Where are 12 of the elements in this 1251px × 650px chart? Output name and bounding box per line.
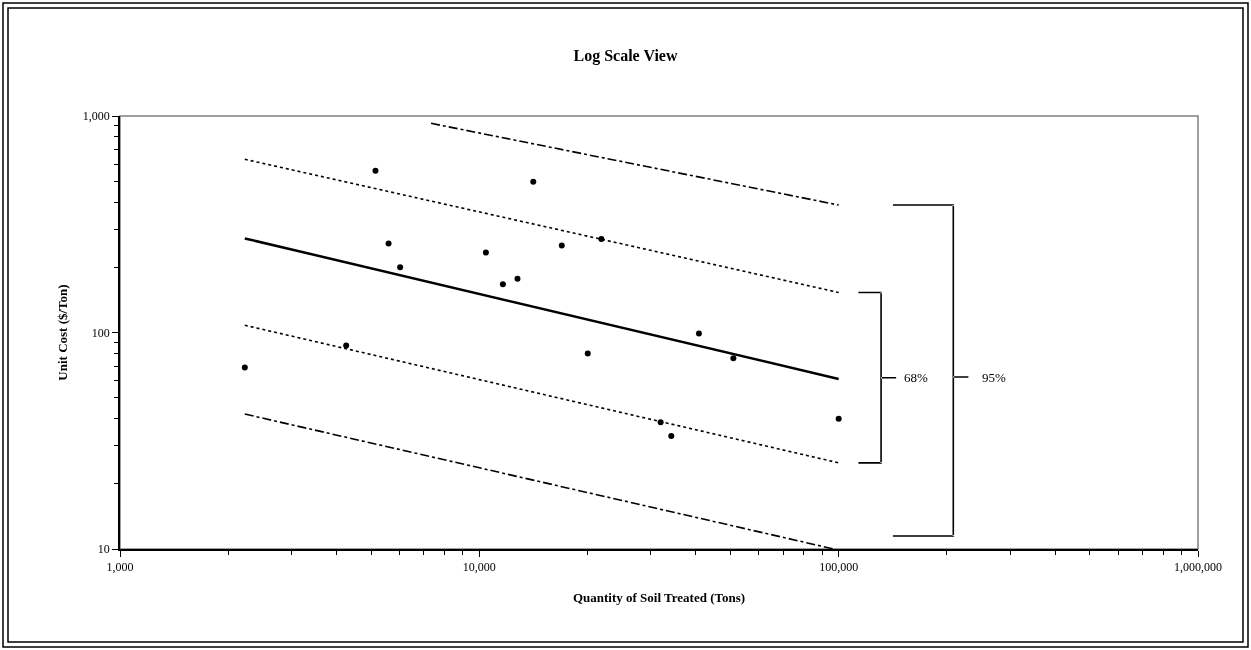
- chart-title: Log Scale View: [573, 46, 678, 65]
- annotation: 95%: [982, 370, 1006, 385]
- annotation: 68%: [904, 370, 928, 385]
- y-tick-label: 10: [97, 542, 110, 557]
- y-tick-label: 1,000: [82, 109, 110, 124]
- y-tick-label: 100: [91, 325, 110, 340]
- y-axis-title: Unit Cost ($/Ton): [55, 284, 71, 381]
- x-tick-label: 100,000: [819, 560, 859, 575]
- x-tick-label: 1,000: [106, 560, 134, 575]
- x-tick-label: 1,000,000: [1174, 560, 1222, 575]
- x-axis-title: Quantity of Soil Treated (Tons): [572, 590, 746, 606]
- x-tick-label: 10,000: [462, 560, 496, 575]
